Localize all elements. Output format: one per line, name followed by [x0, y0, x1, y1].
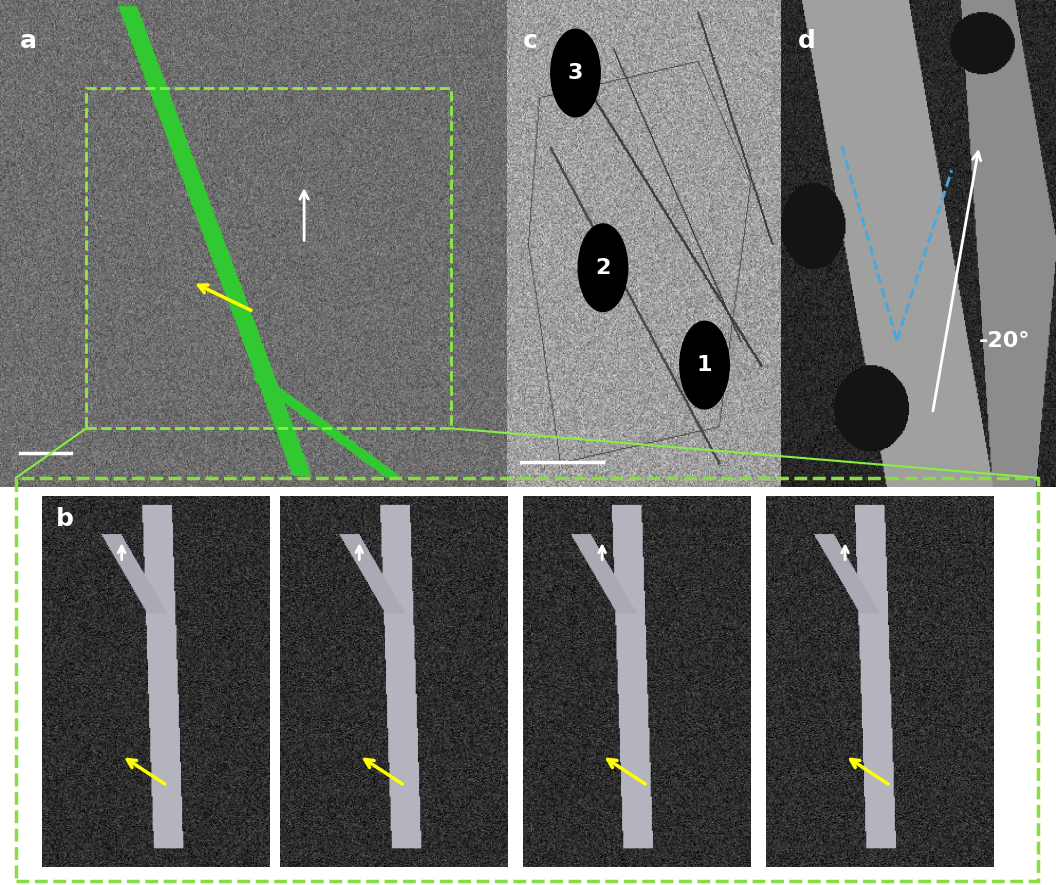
Text: b: b: [56, 507, 74, 531]
Text: a: a: [20, 29, 37, 53]
Text: 1: 1: [697, 355, 713, 375]
Text: 2: 2: [596, 258, 610, 278]
Circle shape: [579, 224, 627, 312]
Circle shape: [680, 321, 730, 409]
Circle shape: [551, 29, 600, 117]
Text: c: c: [524, 29, 539, 53]
Text: d: d: [798, 29, 816, 53]
Bar: [16, 478, 1038, 881]
Text: 3: 3: [568, 63, 583, 83]
Text: -20°: -20°: [979, 331, 1031, 350]
Bar: [87, 88, 451, 428]
